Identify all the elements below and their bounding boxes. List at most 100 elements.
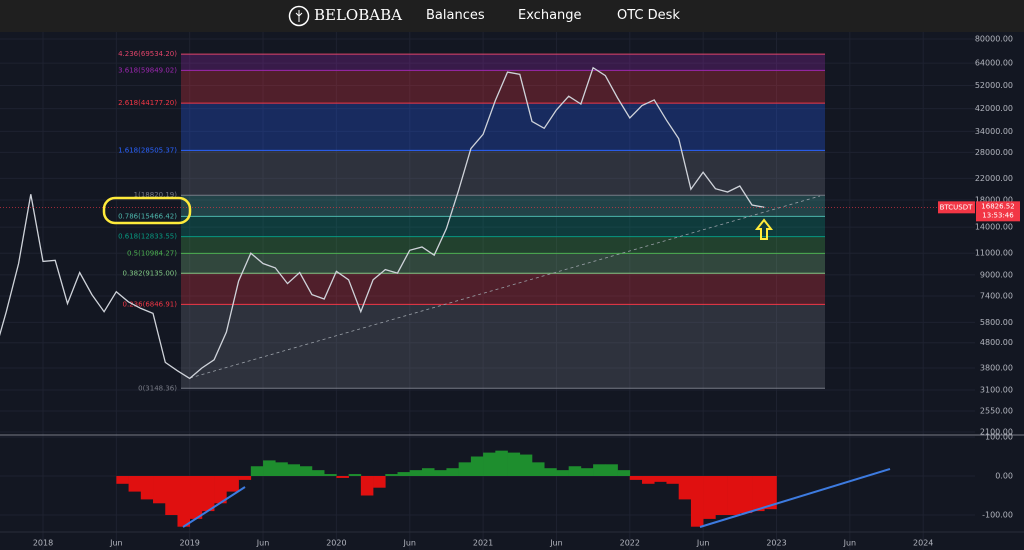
fib-label: 4.236(69534.20)	[118, 50, 177, 58]
osc-bar	[397, 472, 411, 476]
osc-bar	[287, 464, 301, 476]
arrow-up	[754, 218, 774, 240]
osc-bar	[385, 474, 398, 476]
osc-bar	[458, 462, 472, 476]
symbol-label: BTCUSDT	[940, 203, 974, 211]
osc-bar	[409, 470, 423, 476]
x-tick-label: 2021	[473, 539, 493, 548]
osc-tick-label: -100.00	[982, 511, 1013, 520]
x-tick-label: 2024	[913, 539, 933, 548]
fib-label: 0(3148.36)	[138, 384, 177, 392]
osc-bar	[556, 470, 569, 476]
y-tick-label: 11000.00	[975, 249, 1013, 258]
fib-label: 2.618(44177.20)	[118, 99, 177, 107]
nav-link[interactable]: Balances	[426, 8, 485, 23]
osc-bar	[140, 476, 154, 500]
fib-label: 0.236(6846.91)	[123, 300, 178, 308]
fib-label: 0.618(12833.55)	[118, 233, 177, 241]
osc-bar	[739, 476, 753, 514]
osc-bar	[483, 452, 496, 476]
y-tick-label: 28000.00	[975, 148, 1013, 157]
osc-bar	[336, 476, 349, 478]
osc-bar	[532, 462, 545, 476]
symbol-tag	[938, 201, 975, 214]
x-tick-label: 2022	[620, 539, 640, 548]
osc-bar	[165, 476, 178, 515]
divergence-line	[699, 468, 891, 528]
osc-bar	[727, 476, 741, 515]
nav-link[interactable]: OTC Desk	[617, 8, 680, 23]
osc-bar	[446, 468, 459, 476]
osc-bar	[654, 476, 667, 482]
osc-bar	[495, 450, 508, 476]
y-tick-label: 9000.00	[980, 270, 1013, 279]
osc-bar	[214, 476, 227, 504]
fib-label: 0.382(9135.00)	[123, 269, 178, 277]
y-tick-label: 4800.00	[980, 338, 1013, 347]
fib-label: 0.5(10984.27)	[127, 249, 177, 257]
x-tick-label: Jun	[256, 539, 270, 548]
osc-bar	[617, 470, 631, 476]
x-tick-label: Jun	[109, 539, 123, 548]
y-tick-label: 34000.00	[975, 127, 1013, 136]
fib-label: 1.618(28505.37)	[118, 146, 177, 154]
osc-tick-label: 0.00	[995, 472, 1013, 481]
osc-bar	[226, 476, 239, 492]
nav-link[interactable]: Exchange	[518, 8, 582, 23]
osc-tick-label: 100.00	[985, 433, 1013, 442]
y-tick-label: 22000.00	[975, 174, 1013, 183]
osc-bar	[507, 452, 521, 476]
y-tick-label: 52000.00	[975, 81, 1013, 90]
osc-bar	[189, 476, 203, 519]
y-tick-label: 3800.00	[980, 363, 1013, 372]
osc-bar	[580, 468, 594, 476]
fib-band	[181, 54, 825, 71]
fib-label: 3.618(59849.02)	[118, 66, 177, 74]
y-tick-label: 7400.00	[980, 292, 1013, 301]
fib-band	[181, 273, 825, 305]
x-tick-label: 2020	[326, 539, 346, 548]
price-line	[0, 66, 765, 380]
osc-bar	[519, 454, 533, 476]
osc-bar	[666, 476, 679, 484]
x-tick-label: Jun	[549, 539, 563, 548]
fib-band	[181, 304, 825, 389]
y-tick-label: 2100.00	[980, 428, 1013, 437]
osc-bar	[642, 476, 655, 484]
countdown: 13:53:46	[982, 211, 1014, 219]
osc-bar	[593, 464, 606, 476]
osc-bar	[470, 456, 484, 476]
osc-bar	[311, 470, 325, 476]
y-tick-label: 3100.00	[980, 385, 1013, 394]
x-tick-label: 2023	[766, 539, 786, 548]
osc-bar	[324, 474, 337, 476]
osc-bar	[605, 464, 618, 476]
y-tick-label: 42000.00	[975, 104, 1013, 113]
osc-bar	[201, 476, 215, 512]
nav-bar: BELOBABA Balances Exchange OTC Desk	[0, 0, 1024, 32]
osc-bar	[299, 466, 313, 476]
fib-band	[181, 216, 825, 237]
osc-bar	[373, 476, 386, 488]
logo-icon	[288, 5, 310, 27]
trendline	[189, 195, 821, 379]
osc-bar	[629, 476, 643, 480]
fib-label: 1(18820.19)	[134, 191, 178, 199]
fib-band	[181, 195, 825, 217]
osc-bar	[263, 460, 276, 476]
y-tick-label: 64000.00	[975, 59, 1013, 68]
osc-bar	[568, 466, 582, 476]
osc-bar	[275, 462, 288, 476]
last-price: 16826.52	[981, 202, 1014, 210]
osc-bar	[421, 468, 435, 476]
x-tick-label: Jun	[843, 539, 857, 548]
y-tick-label: 80000.00	[975, 35, 1013, 44]
osc-bar	[752, 476, 765, 512]
fib-band	[181, 103, 825, 151]
osc-bar	[544, 468, 557, 476]
osc-bar	[360, 476, 374, 496]
y-tick-label: 14000.00	[975, 223, 1013, 232]
logo[interactable]: BELOBABA	[314, 6, 402, 24]
osc-bar	[177, 476, 190, 527]
osc-bar	[678, 476, 692, 500]
